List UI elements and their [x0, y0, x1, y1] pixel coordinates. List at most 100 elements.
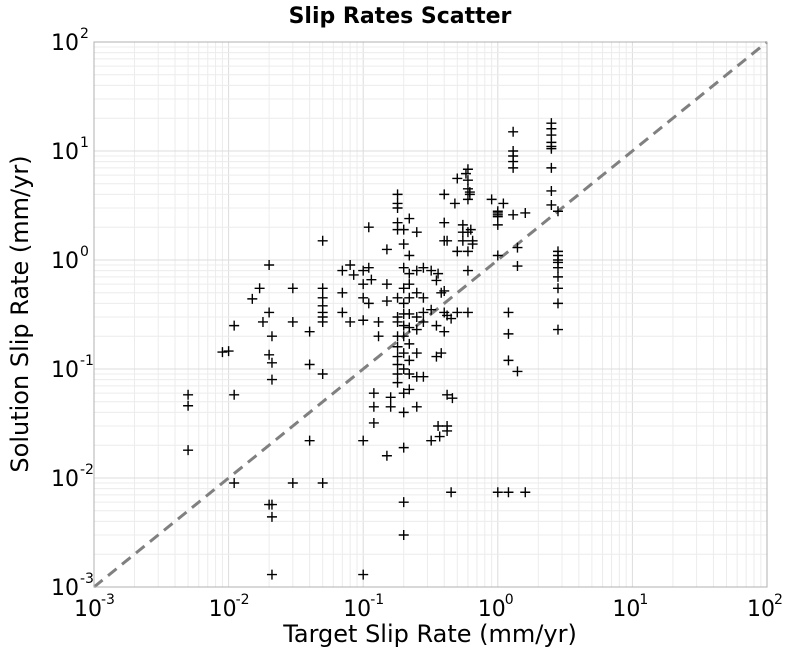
- data-point: [431, 320, 442, 331]
- data-point: [411, 348, 422, 359]
- data-point: [392, 359, 403, 370]
- data-point: [552, 271, 563, 282]
- data-point: [492, 219, 503, 230]
- x-tick-label-exponent: -1: [370, 592, 384, 608]
- data-point: [452, 246, 463, 257]
- data-point: [404, 322, 415, 333]
- data-point: [398, 529, 409, 540]
- data-point: [264, 307, 275, 318]
- data-point: [368, 401, 379, 412]
- data-point: [337, 265, 348, 276]
- data-point: [337, 287, 348, 298]
- data-point: [304, 435, 315, 446]
- data-point: [512, 366, 523, 377]
- data-point: [462, 307, 473, 318]
- data-point: [398, 388, 409, 399]
- plot-frame: [93, 41, 768, 588]
- data-point: [439, 189, 450, 200]
- data-markers: [183, 118, 563, 580]
- data-point: [462, 194, 473, 205]
- x-tick-label: 10 -2: [209, 592, 250, 622]
- data-point: [317, 368, 328, 379]
- data-point: [358, 435, 369, 446]
- x-tick-label-base: 10: [747, 597, 775, 622]
- x-tick-label-base: 10: [612, 597, 640, 622]
- data-point: [503, 307, 514, 318]
- data-point: [266, 499, 277, 510]
- data-point: [266, 357, 277, 368]
- data-point: [266, 569, 277, 580]
- data-point: [398, 497, 409, 508]
- data-point: [546, 162, 557, 173]
- data-point: [503, 355, 514, 366]
- data-point: [462, 246, 473, 257]
- data-point: [442, 235, 453, 246]
- data-point: [229, 477, 240, 488]
- data-point: [385, 401, 396, 412]
- data-point: [229, 389, 240, 400]
- data-point: [398, 239, 409, 250]
- y-tick-label-base: 10: [51, 140, 79, 165]
- data-point: [552, 206, 563, 217]
- y-tick-label-exponent: -2: [80, 462, 94, 478]
- data-point: [446, 487, 457, 498]
- data-point: [552, 283, 563, 294]
- data-point: [404, 338, 415, 349]
- x-tick-label-exponent: 0: [505, 592, 514, 608]
- data-point: [404, 384, 415, 395]
- chart-title: Slip Rates Scatter: [289, 4, 512, 29]
- y-tick-label-base: 10: [51, 576, 79, 601]
- data-point: [266, 331, 277, 342]
- data-point: [358, 265, 369, 276]
- data-point: [404, 308, 415, 319]
- data-point: [552, 262, 563, 273]
- data-point: [434, 431, 445, 442]
- x-axis-label: Target Slip Rate (mm/yr): [282, 620, 577, 648]
- data-point: [266, 374, 277, 385]
- data-point: [254, 283, 265, 294]
- data-point: [546, 143, 557, 154]
- data-point: [398, 283, 409, 294]
- data-point: [452, 307, 463, 318]
- y-tick-label-base: 10: [51, 31, 79, 56]
- data-point: [381, 279, 392, 290]
- data-point: [264, 259, 275, 270]
- data-point: [465, 224, 476, 235]
- data-point: [317, 477, 328, 488]
- data-point: [552, 324, 563, 335]
- data-point: [404, 268, 415, 279]
- data-point: [546, 185, 557, 196]
- data-point: [366, 274, 377, 285]
- data-point: [358, 292, 369, 303]
- data-point: [467, 239, 478, 250]
- data-point: [462, 175, 473, 186]
- data-point: [426, 265, 437, 276]
- x-tick-label-base: 10: [74, 597, 102, 622]
- data-point: [462, 265, 473, 276]
- data-point: [449, 198, 460, 209]
- data-point: [317, 316, 328, 327]
- data-point: [404, 213, 415, 224]
- data-point: [442, 389, 453, 400]
- data-point: [247, 293, 258, 304]
- data-point: [411, 227, 422, 238]
- x-tick-label-base: 10: [343, 597, 371, 622]
- data-point: [398, 364, 409, 374]
- data-point: [381, 244, 392, 255]
- data-point: [503, 328, 514, 339]
- data-point: [183, 389, 194, 400]
- data-point: [512, 242, 523, 253]
- x-tick-label-base: 10: [478, 597, 506, 622]
- data-point: [368, 417, 379, 428]
- data-point: [508, 209, 519, 220]
- data-point: [439, 285, 450, 296]
- data-point: [304, 359, 315, 370]
- data-point: [398, 348, 409, 359]
- data-point: [404, 250, 415, 261]
- data-point: [304, 326, 315, 337]
- data-point: [392, 368, 403, 379]
- data-point: [381, 296, 392, 307]
- data-point: [503, 487, 514, 498]
- data-point: [411, 311, 422, 322]
